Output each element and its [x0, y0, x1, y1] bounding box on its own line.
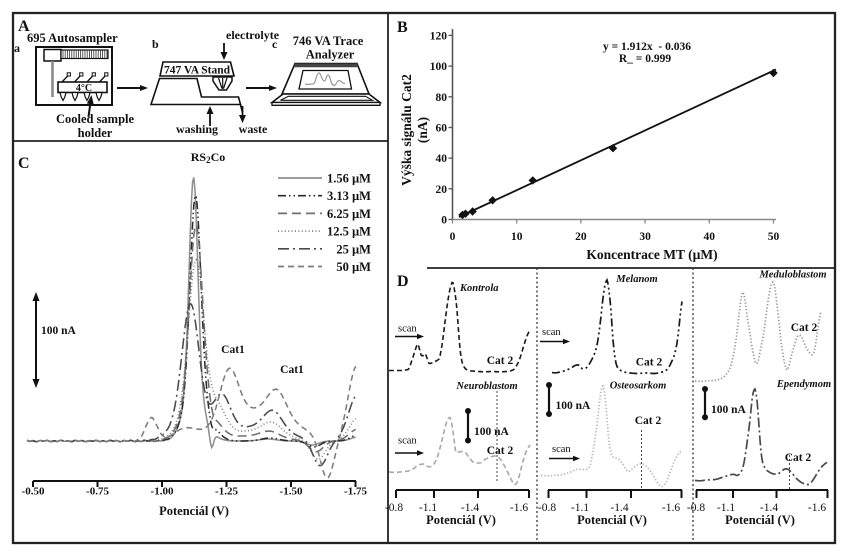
svg-text:100 nA: 100 nA [41, 325, 77, 337]
svg-text:-1.1: -1.1 [717, 502, 735, 514]
svg-text:-0.8: -0.8 [687, 502, 705, 514]
svg-text:Analyzer: Analyzer [306, 48, 355, 62]
svg-text:Cat 2: Cat 2 [791, 322, 818, 334]
svg-text:-0.8: -0.8 [385, 502, 403, 514]
svg-text:y = 1.912x - 0.036: y = 1.912x - 0.036 [603, 41, 691, 53]
svg-text:Ependymom: Ependymom [776, 379, 831, 390]
svg-text:Neuroblastom: Neuroblastom [455, 381, 517, 392]
svg-text:c: c [272, 37, 278, 51]
svg-text:20: 20 [436, 184, 448, 196]
svg-text:50 µM: 50 µM [336, 260, 371, 274]
svg-text:100: 100 [430, 61, 448, 73]
svg-text:a: a [14, 41, 20, 55]
svg-text:-1.6: -1.6 [662, 502, 680, 514]
svg-text:scan: scan [398, 324, 417, 335]
svg-text:747 VA Stand: 747 VA Stand [164, 65, 231, 77]
svg-text:-1.25: -1.25 [215, 486, 238, 498]
svg-text:695 Autosampler: 695 Autosampler [27, 31, 118, 45]
svg-text:25 µM: 25 µM [336, 242, 371, 256]
svg-text:Osteosarkom: Osteosarkom [610, 381, 667, 392]
svg-text:100 nA: 100 nA [711, 404, 747, 416]
svg-text:-1.50: -1.50 [280, 486, 303, 498]
svg-text:80: 80 [436, 92, 448, 104]
svg-text:12.5 µM: 12.5 µM [327, 225, 371, 239]
svg-text:10: 10 [511, 231, 523, 243]
svg-text:40: 40 [704, 231, 716, 243]
svg-text:0: 0 [450, 231, 456, 243]
svg-text:Cat 2: Cat 2 [785, 452, 812, 464]
svg-text:Potenciál (V): Potenciál (V) [159, 504, 229, 518]
svg-text:Cat1: Cat1 [280, 364, 304, 376]
svg-text:-1.6: -1.6 [510, 502, 528, 514]
svg-text:120: 120 [430, 30, 448, 42]
svg-text:1.56 µM: 1.56 µM [327, 172, 371, 186]
svg-text:Cat1: Cat1 [221, 344, 245, 356]
svg-text:40: 40 [436, 153, 448, 165]
svg-text:-1.4: -1.4 [610, 502, 628, 514]
svg-text:waste: waste [239, 122, 268, 136]
svg-text:6.25 µM: 6.25 µM [327, 207, 371, 221]
svg-text:RS2Co: RS2Co [191, 150, 226, 165]
svg-text:746 VA Trace: 746 VA Trace [293, 34, 364, 48]
svg-text:C: C [18, 155, 30, 172]
svg-text:b: b [152, 37, 159, 51]
svg-text:4°C: 4°C [76, 83, 92, 94]
svg-text:-0.50: -0.50 [22, 486, 45, 498]
svg-text:Cat 2: Cat 2 [636, 357, 663, 369]
svg-text:-1.4: -1.4 [461, 502, 479, 514]
svg-text:30: 30 [639, 231, 651, 243]
svg-text:Meduloblastom: Meduloblastom [758, 270, 826, 281]
svg-text:(nA): (nA) [415, 117, 430, 143]
svg-text:Potenciál (V): Potenciál (V) [725, 513, 795, 527]
svg-text:-1.75: -1.75 [344, 486, 367, 498]
svg-text:100 nA: 100 nA [556, 400, 592, 412]
svg-text:-0.8: -0.8 [538, 502, 556, 514]
svg-text:Koncentrace MT (µM): Koncentrace MT (µM) [586, 247, 717, 262]
svg-text:holder: holder [78, 126, 113, 140]
svg-text:-1.1: -1.1 [571, 502, 589, 514]
svg-text:A: A [18, 18, 30, 35]
svg-text:R_ = 0.999: R_ = 0.999 [619, 53, 671, 65]
svg-text:Cat 2: Cat 2 [635, 415, 662, 427]
svg-text:-1.1: -1.1 [419, 502, 437, 514]
svg-text:Potenciál (V): Potenciál (V) [577, 513, 647, 527]
svg-text:D: D [397, 273, 409, 290]
svg-text:Cooled sample: Cooled sample [56, 112, 135, 126]
svg-text:Melanom: Melanom [615, 274, 657, 285]
svg-text:scan: scan [398, 436, 417, 447]
svg-text:100 nA: 100 nA [474, 426, 510, 438]
svg-text:-1.6: -1.6 [808, 502, 826, 514]
svg-text:Cat 2: Cat 2 [487, 445, 514, 457]
svg-text:20: 20 [575, 231, 587, 243]
svg-text:B: B [397, 19, 408, 36]
svg-text:-0.75: -0.75 [86, 486, 109, 498]
svg-text:Potenciál (V): Potenciál (V) [426, 513, 496, 527]
svg-text:-1.4: -1.4 [760, 502, 778, 514]
svg-text:50: 50 [768, 231, 780, 243]
svg-text:Výška signálu Cat2: Výška signálu Cat2 [399, 74, 414, 186]
svg-text:washing: washing [176, 122, 218, 136]
svg-text:electrolyte: electrolyte [226, 28, 280, 42]
svg-text:scan: scan [552, 444, 571, 455]
svg-text:scan: scan [542, 327, 561, 338]
svg-text:Cat 2: Cat 2 [487, 355, 514, 367]
svg-text:60: 60 [436, 122, 448, 134]
svg-text:-1.00: -1.00 [151, 486, 174, 498]
svg-text:0: 0 [441, 215, 447, 227]
svg-text:Kontrola: Kontrola [459, 283, 499, 294]
svg-text:3.13 µM: 3.13 µM [327, 189, 371, 203]
